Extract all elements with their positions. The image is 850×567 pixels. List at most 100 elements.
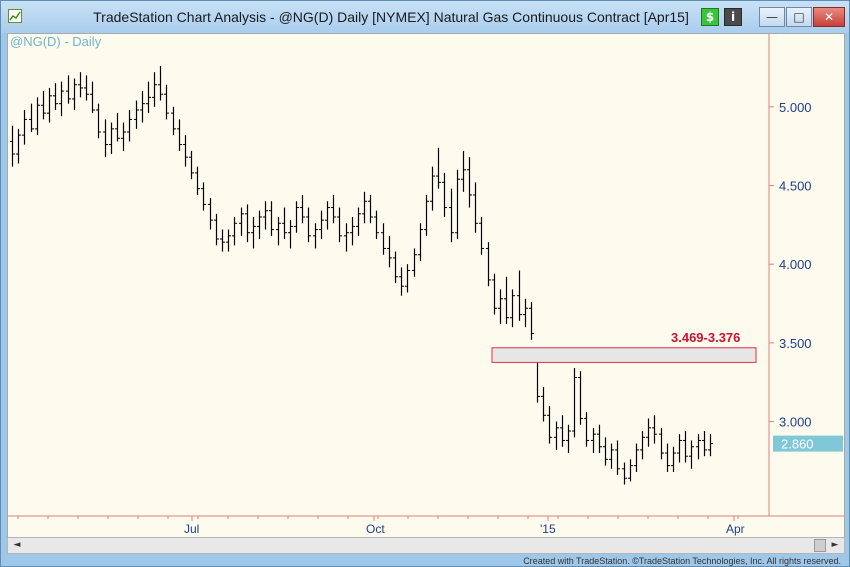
ohlc-bar: [368, 194, 373, 224]
ohlc-bar: [29, 103, 34, 132]
ohlc-bar: [300, 194, 305, 224]
ohlc-bar: [702, 431, 707, 457]
app-chart-icon[interactable]: [8, 9, 22, 23]
price-tick-label: 3.000: [779, 415, 812, 430]
price-chart[interactable]: 5.000 4.500 4.000 3.500 3.000 Jul Oct '15 Apr 3.4…: [8, 34, 844, 537]
ohlc-bar: [683, 431, 688, 463]
ohlc-bar: [245, 204, 250, 243]
ohlc-bar: [121, 122, 126, 151]
ohlc-bar: [16, 128, 21, 164]
time-tick-label: Jul: [184, 522, 199, 536]
ohlc-bar: [504, 276, 509, 324]
ohlc-bar: [208, 198, 213, 230]
ohlc-bar: [195, 166, 200, 195]
ohlc-bar: [492, 273, 497, 315]
maximize-button[interactable]: □: [786, 7, 812, 27]
ohlc-bar: [510, 289, 515, 328]
ohlc-bar: [115, 113, 120, 142]
ohlc-bar: [269, 201, 274, 236]
ohlc-bar: [171, 106, 176, 136]
ohlc-bar: [282, 207, 287, 240]
ohlc-bar: [127, 109, 132, 142]
ohlc-bar: [517, 270, 522, 321]
ohlc-bar: [109, 122, 114, 155]
ohlc-bar: [134, 100, 139, 129]
ohlc-bar: [634, 443, 639, 472]
window-title: TradeStation Chart Analysis - @NG(D) Dai…: [93, 9, 689, 25]
ohlc-bar: [578, 371, 583, 425]
chart-area[interactable]: 5.000 4.500 4.000 3.500 3.000 Jul Oct '15 Apr 3.4…: [7, 33, 845, 538]
ohlc-bar: [220, 229, 225, 252]
ohlc-bar: [615, 440, 620, 476]
ohlc-bar: [560, 415, 565, 447]
ohlc-bar: [164, 84, 169, 120]
scroll-right-arrow-icon[interactable]: ►: [831, 540, 839, 550]
ohlc-bar: [659, 427, 664, 460]
ohlc-bar: [90, 81, 95, 114]
ohlc-bar: [59, 81, 64, 117]
horizontal-scrollbar[interactable]: ◄ ►: [7, 537, 845, 554]
time-tick-label: Apr: [726, 522, 745, 536]
ohlc-bar: [436, 147, 441, 189]
ohlc-bar: [622, 462, 627, 485]
scroll-thumb[interactable]: [814, 539, 826, 552]
ohlc-bar: [158, 65, 163, 101]
ohlc-bar: [498, 289, 503, 324]
ohlc-bar: [306, 207, 311, 243]
ohlc-bar: [10, 125, 15, 167]
time-tick-label: Oct: [366, 522, 385, 536]
ohlc-bar: [226, 229, 231, 252]
ohlc-bar: [103, 119, 108, 158]
ohlc-bar: [609, 443, 614, 469]
info-icon[interactable]: i: [724, 8, 742, 26]
ohlc-bar: [597, 424, 602, 454]
title-bar[interactable]: TradeStation Chart Analysis - @NG(D) Dai…: [1, 1, 849, 33]
close-button[interactable]: ✕: [813, 7, 845, 27]
ohlc-bar: [584, 412, 589, 447]
ohlc-bar: [591, 427, 596, 454]
ohlc-bar: [350, 216, 355, 246]
price-zone-label: 3.469-3.376: [671, 330, 740, 345]
ohlc-bar: [424, 194, 429, 236]
ohlc-bar: [479, 216, 484, 255]
ohlc-bar: [449, 188, 454, 243]
ohlc-bar: [405, 264, 410, 293]
ohlc-bar: [665, 443, 670, 472]
scroll-left-arrow-icon[interactable]: ◄: [13, 540, 21, 550]
ohlc-bar: [72, 78, 77, 110]
ohlc-bar: [640, 431, 645, 460]
ohlc-bar: [146, 81, 151, 114]
ohlc-bar: [393, 251, 398, 284]
ohlc-bar: [41, 91, 46, 120]
price-zone-rect: [491, 347, 757, 363]
ohlc-bar: [566, 424, 571, 454]
ohlc-bar: [337, 207, 342, 243]
ohlc-bar: [257, 210, 262, 240]
ohlc-bar: [232, 216, 237, 246]
ohlc-bar: [455, 169, 460, 240]
ohlc-bar: [22, 109, 27, 145]
ohlc-bar: [671, 446, 676, 472]
ohlc-bar: [646, 418, 651, 447]
ohlc-bar: [603, 437, 608, 466]
ohlc-bar: [96, 103, 101, 139]
price-tick-label: 4.500: [779, 179, 812, 194]
last-price-marker: [773, 435, 843, 452]
ohlc-bar: [529, 301, 534, 340]
ohlc-bar: [387, 235, 392, 268]
ohlc-bar: [288, 220, 293, 249]
ohlc-bar: [572, 368, 577, 438]
ohlc-bar: [331, 194, 336, 224]
ohlc-bar: [708, 434, 713, 457]
ohlc-bar: [325, 201, 330, 230]
ohlc-bar: [362, 191, 367, 224]
ohlc-bar: [152, 72, 157, 107]
dollar-icon[interactable]: $: [701, 8, 719, 26]
ohlc-bar: [442, 172, 447, 217]
ohlc-bar: [554, 421, 559, 450]
ohlc-bar: [239, 207, 244, 236]
ohlc-bar: [140, 91, 145, 123]
ohlc-bar: [374, 210, 379, 240]
ohlc-bar: [461, 150, 466, 192]
minimize-button[interactable]: —: [759, 7, 785, 27]
